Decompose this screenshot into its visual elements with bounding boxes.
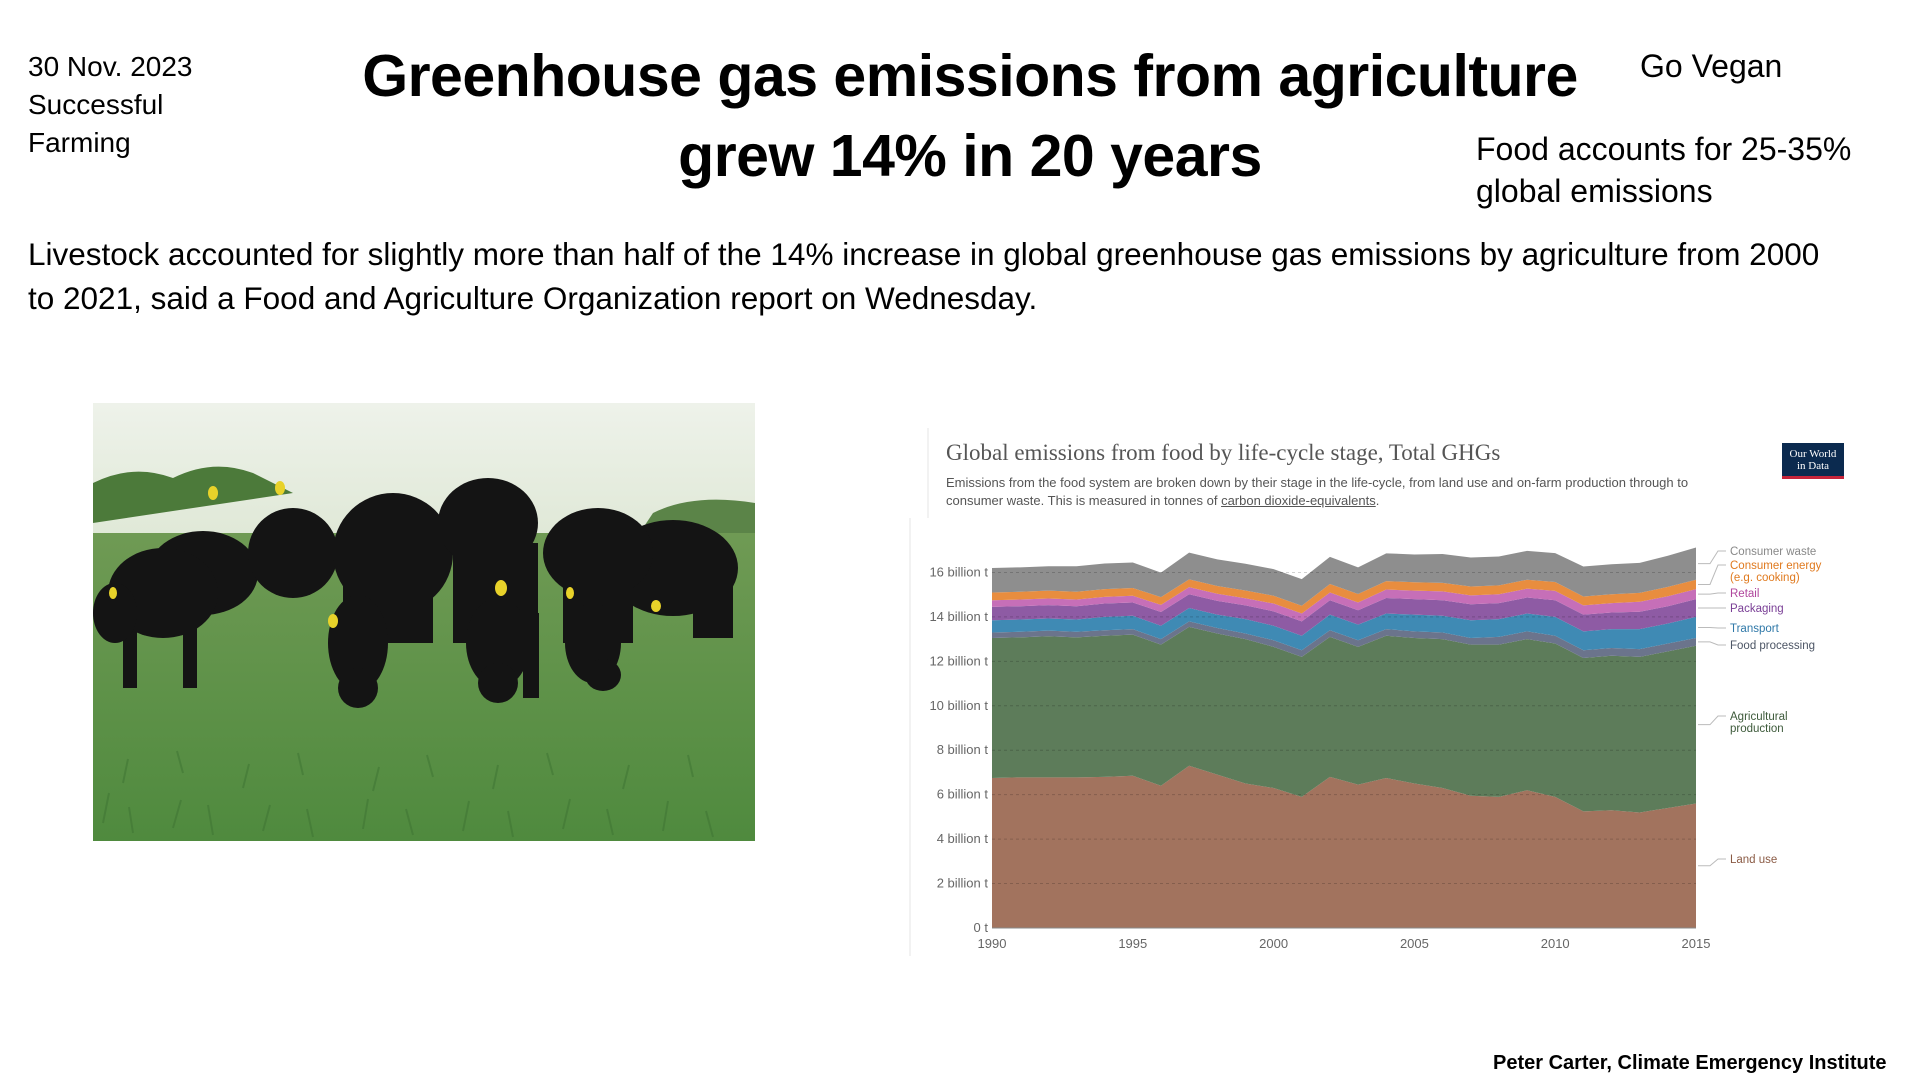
owid-logo-line-1: Our World (1789, 448, 1837, 460)
date-text: 30 Nov. 2023 (28, 51, 193, 82)
y-tick-label: 6 billion t (937, 787, 989, 802)
legend-connector (1698, 715, 1726, 726)
legend-label-agricultural-production: production (1730, 723, 1784, 735)
legend-connector (1698, 564, 1726, 585)
page-title: Greenhouse gas emissions from agricultur… (360, 36, 1580, 196)
x-tick-label: 1995 (1118, 936, 1147, 951)
x-tick-label: 2000 (1259, 936, 1288, 951)
summary-line-2: to 2021, said a Food and Agriculture Org… (28, 280, 1038, 316)
food-note-line-1: Food accounts for 25-35% (1476, 131, 1852, 167)
chart-subtitle-line-1: Emissions from the food system are broke… (946, 475, 1689, 490)
legend-connector (1698, 550, 1726, 565)
y-tick-label: 4 billion t (937, 831, 989, 846)
legend-connector (1698, 858, 1726, 867)
chart-subtitle-pre: consumer waste. This is measured in tonn… (946, 493, 1222, 508)
area-consumer-energy (992, 579, 1696, 614)
legend-label-agricultural-production: Agricultural (1730, 711, 1788, 723)
food-note-line-2: global emissions (1476, 173, 1713, 209)
cattle-illustration (93, 403, 755, 841)
legend-connector (1698, 626, 1726, 629)
x-tick-label: 2015 (1682, 936, 1711, 951)
emissions-chart: Global emissions from food by life-cycle… (906, 428, 1856, 956)
co2-equivalents-link[interactable]: carbon dioxide-equivalents (1221, 493, 1376, 508)
legend-label-packaging: Packaging (1730, 603, 1784, 615)
legend-label-retail: Retail (1730, 588, 1759, 600)
y-tick-label: 14 billion t (929, 609, 988, 624)
x-tick-label: 2010 (1541, 936, 1570, 951)
area-land-use (992, 765, 1696, 928)
cattle-photo (93, 403, 755, 841)
source-info: 30 Nov. 2023 Successful Farming (28, 48, 193, 162)
legend-connector (1698, 592, 1726, 595)
area-transport (992, 608, 1696, 651)
legend-label-consumer-energy: (e.g. cooking) (1730, 572, 1800, 584)
y-tick-label: 10 billion t (929, 698, 988, 713)
x-tick-label: 1990 (978, 936, 1007, 951)
legend-label-food-processing: Food processing (1730, 640, 1815, 652)
legend-connector (1698, 641, 1726, 646)
y-tick-label: 12 billion t (929, 653, 988, 668)
y-tick-label: 2 billion t (937, 876, 989, 891)
y-tick-label: 8 billion t (937, 742, 989, 757)
chart-title: Global emissions from food by life-cycle… (946, 440, 1501, 465)
y-tick-label: 16 billion t (929, 564, 988, 579)
area-consumer-waste (992, 547, 1696, 606)
y-tick-label: 0 t (974, 920, 989, 935)
summary-line-1: Livestock accounted for slightly more th… (28, 236, 1820, 272)
title-line-2: grew 14% in 20 years (678, 123, 1262, 189)
chart-subtitle: Emissions from the food system are broke… (946, 474, 1766, 510)
food-note: Food accounts for 25-35% global emission… (1476, 128, 1896, 212)
title-line-1: Greenhouse gas emissions from agricultur… (362, 43, 1578, 109)
go-vegan-text: Go Vegan (1640, 48, 1783, 84)
legend-label-consumer-energy: Consumer energy (1730, 560, 1822, 572)
source-line-1: Successful (28, 89, 164, 120)
chart-subtitle-post: . (1375, 493, 1380, 508)
chart-plot: 0 t 2 billion t 4 billion t 6 billion t 8 bi… (909, 428, 1822, 956)
source-line-2: Farming (28, 127, 131, 158)
legend-label-consumer-waste: Consumer waste (1730, 546, 1816, 558)
area-food-processing (992, 621, 1696, 658)
owid-logo-line-2: in Data (1796, 460, 1830, 472)
area-agricultural-production (992, 626, 1696, 813)
x-tick-label: 2005 (1400, 936, 1429, 951)
owid-logo[interactable]: Our World in Data (1782, 443, 1844, 479)
legend-label-transport: Transport (1730, 623, 1780, 635)
legend-label-land-use: Land use (1730, 854, 1777, 866)
summary-text: Livestock accounted for slightly more th… (28, 232, 1908, 320)
area-packaging (992, 594, 1696, 636)
area-retail (992, 587, 1696, 622)
credit-text: Peter Carter, Climate Emergency Institut… (1493, 1052, 1887, 1074)
